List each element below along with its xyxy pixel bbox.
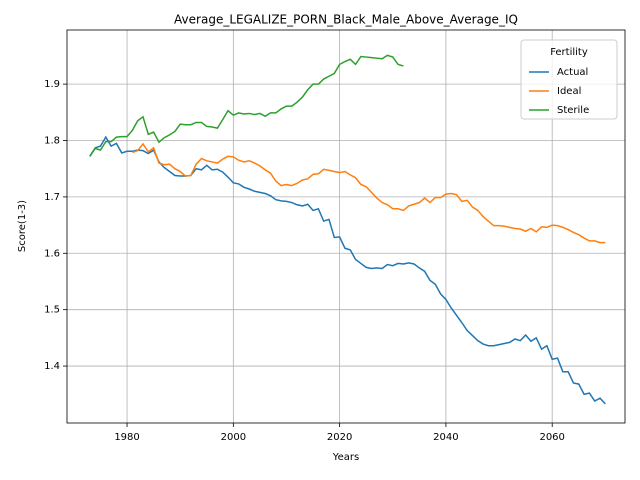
x-tick-label: 2060 — [539, 432, 564, 443]
x-axis-label: Years — [332, 452, 359, 463]
y-tick-label: 1.4 — [44, 361, 60, 372]
y-tick-label: 1.9 — [44, 79, 60, 90]
y-tick-label: 1.7 — [44, 192, 60, 203]
x-tick-label: 2020 — [327, 432, 352, 443]
legend-title: Fertility — [550, 47, 588, 58]
plot-frame — [66, 29, 626, 424]
legend-label: Sterile — [557, 105, 589, 116]
x-tick-label: 2000 — [221, 432, 246, 443]
legend-box — [520, 39, 618, 120]
y-tick-label: 1.5 — [44, 305, 60, 316]
line — [89, 54, 404, 157]
y-tick-label: 1.6 — [44, 248, 60, 259]
line — [132, 142, 606, 244]
chart-title: Average_LEGALIZE_PORN_Black_Male_Above_A… — [174, 13, 518, 27]
y-tick-label: 1.8 — [44, 136, 60, 147]
x-tick-label: 1980 — [114, 432, 139, 443]
y-axis-label: Score(1-3) — [17, 200, 28, 252]
legend-label: Ideal — [557, 86, 581, 97]
x-tick-label: 2040 — [433, 432, 458, 443]
line — [89, 135, 606, 405]
legend-label: Actual — [557, 67, 588, 78]
